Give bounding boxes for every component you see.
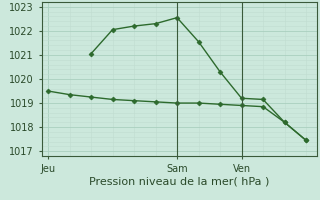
X-axis label: Pression niveau de la mer( hPa ): Pression niveau de la mer( hPa ) xyxy=(89,176,269,186)
